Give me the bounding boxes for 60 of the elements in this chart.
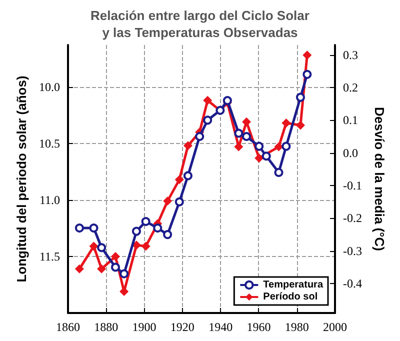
x-tick-label: 1940 [208,320,233,334]
point [141,216,150,226]
point [174,175,184,184]
y2-tick-label: -0.4 [343,276,362,291]
point [163,230,172,240]
point [89,242,98,251]
point [242,117,252,126]
point [174,197,184,206]
x-tick-label: 1860 [56,320,80,334]
x-tick-label: 1920 [170,320,194,334]
y2-axis-title: Desvío de la media (°C) [372,107,387,251]
point [183,141,192,150]
y2-tick-label: 0.2 [343,80,358,94]
point [132,226,141,236]
legend-label: Temperatura [263,280,324,290]
point [242,132,252,142]
point [163,196,172,206]
point [97,243,106,252]
x-tick-label: 1880 [94,320,118,334]
x-tick-label: 1960 [246,320,271,334]
point [254,142,264,151]
point [74,264,84,274]
y-axis-title: Longitud del periodo solar (años) [14,76,30,282]
point [74,224,84,233]
point [110,262,120,272]
point [203,96,212,105]
x-tick-label: 1980 [284,320,309,334]
point [97,264,106,274]
y2-tick-label: 0.3 [343,48,358,62]
point [203,116,212,125]
point [141,242,150,251]
point [195,132,204,142]
point [296,120,305,130]
y2-tick-label: -0.2 [343,211,362,226]
point [282,118,291,128]
point [302,50,312,60]
point [282,142,291,151]
y2-tick-label: -0.1 [343,178,362,193]
point [89,224,98,233]
point [296,92,305,102]
y2-tick-label: 0.0 [343,146,358,160]
point [110,252,120,261]
point [234,128,244,138]
x-tick-label: 1900 [132,320,156,334]
y2-tick-label: -0.3 [343,244,362,258]
y2-tick-label: 0.1 [343,113,358,128]
point [153,224,162,233]
point [183,171,192,180]
chart-title: Relación entre largo del Ciclo Solar y las Temperaturas Observadas [90,8,310,40]
point [120,269,129,278]
point [254,154,264,163]
point [302,70,312,79]
x-tick-label: 2000 [323,320,347,334]
point [274,168,284,177]
y-tick-label: 10.5 [39,136,60,150]
legend-label: Período sol [263,292,318,302]
y-tick-label: 10.0 [39,80,60,94]
y-tick-label: 11.5 [39,249,60,264]
point [262,152,271,161]
y-tick-label: 11.0 [39,192,60,207]
